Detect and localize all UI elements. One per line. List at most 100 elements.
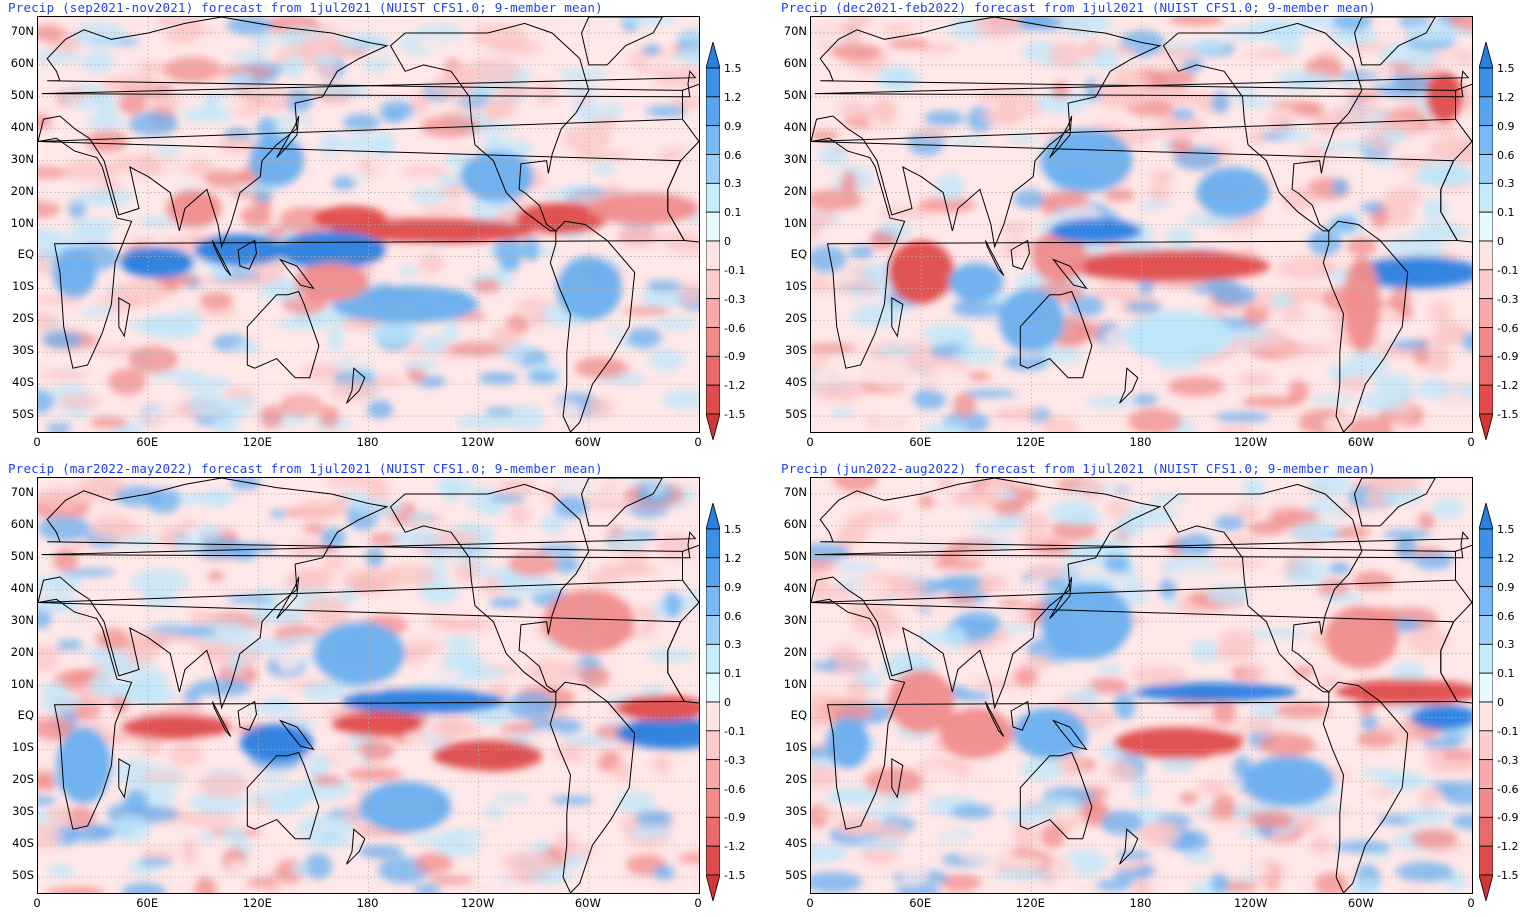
colorbar-extend-bottom xyxy=(705,874,721,903)
anomaly-patch xyxy=(177,519,199,530)
anomaly-patch xyxy=(389,56,413,82)
anomaly-patch xyxy=(101,75,161,94)
anomaly-patch xyxy=(1445,520,1472,539)
anomaly-patch xyxy=(1458,381,1472,400)
colorbar-segment xyxy=(1478,643,1494,674)
anomaly-patch xyxy=(89,416,129,429)
anomaly-patch xyxy=(1371,478,1422,493)
anomaly-patch xyxy=(1448,17,1472,32)
anomaly-patch xyxy=(631,116,677,129)
anomaly-band xyxy=(52,246,97,298)
coastlines xyxy=(811,17,1472,432)
anomaly-patch xyxy=(1346,417,1394,432)
lat-tick-label: 60N xyxy=(10,55,34,70)
anomaly-patch xyxy=(259,280,307,301)
anomaly-patch xyxy=(1182,57,1203,74)
panel-title: Precip (jun2022-aug2022) forecast from 1… xyxy=(781,461,1376,476)
anomaly-patch xyxy=(135,668,168,688)
anomaly-patch xyxy=(1258,732,1316,757)
coastline xyxy=(118,758,131,799)
anomaly-patch xyxy=(396,266,420,276)
anomaly-patch xyxy=(253,799,271,810)
anomaly-patch xyxy=(400,165,448,177)
anomaly-patch xyxy=(232,340,261,355)
anomaly-patch xyxy=(553,495,589,519)
anomaly-patch xyxy=(811,353,831,363)
lat-tick-label: 10S xyxy=(12,740,34,755)
anomaly-patch xyxy=(323,555,347,571)
anomaly-patch xyxy=(1410,829,1459,848)
colorbar-label: 0.3 xyxy=(1497,177,1515,191)
colorbar-label: -0.3 xyxy=(724,753,746,767)
colorbar-segment xyxy=(1478,327,1494,357)
anomaly-patch xyxy=(1265,111,1295,133)
anomaly-patch xyxy=(122,638,159,664)
colorbar-label: 1.5 xyxy=(724,523,742,536)
lon-tick-label: 120E xyxy=(1015,896,1045,910)
anomaly-patch xyxy=(367,399,394,420)
colorbar-segment xyxy=(705,96,721,127)
lon-tick-label: 180 xyxy=(1129,896,1152,910)
anomaly-patch xyxy=(228,651,245,675)
colorbar-segment xyxy=(1478,730,1494,761)
anomaly-patch xyxy=(961,389,1017,399)
anomaly-patch xyxy=(945,625,967,651)
anomaly-patch xyxy=(818,144,849,167)
colorbar-label: -0.1 xyxy=(724,263,746,277)
anomaly-patch xyxy=(534,80,559,105)
anomaly-patch xyxy=(939,574,984,589)
anomaly-patch xyxy=(1095,879,1133,891)
anomaly-patch xyxy=(890,539,940,568)
coastline xyxy=(1353,478,1436,527)
anomaly-patch xyxy=(1451,813,1472,830)
anomaly-band xyxy=(460,151,534,203)
colorbar-label: 0 xyxy=(724,235,731,248)
anomaly-patch xyxy=(1212,285,1257,306)
anomaly-band xyxy=(166,189,222,228)
anomaly-patch xyxy=(811,130,840,141)
anomaly-patch xyxy=(562,85,597,97)
anomaly-patch xyxy=(38,796,57,806)
anomaly-patch xyxy=(49,863,74,878)
anomaly-patch xyxy=(1018,17,1051,30)
lat-tick-label: 20N xyxy=(783,644,807,659)
lon-tick-label: 180 xyxy=(356,435,379,449)
lat-gridlines xyxy=(811,17,1472,432)
colorbar xyxy=(1478,501,1494,903)
anomaly-patch xyxy=(1062,513,1105,525)
map-canvas xyxy=(811,17,1472,432)
lat-tick-label: 20N xyxy=(10,644,34,659)
anomaly-patch xyxy=(620,222,657,247)
anomaly-patch xyxy=(1382,529,1432,540)
colorbar-segment xyxy=(1478,298,1494,328)
anomaly-patch xyxy=(304,852,333,880)
coastline xyxy=(549,220,636,432)
anomaly-patch xyxy=(551,556,580,574)
anomaly-patch xyxy=(621,17,678,27)
anomaly-patch xyxy=(399,663,428,677)
anomaly-patch xyxy=(369,151,411,179)
anomaly-patch xyxy=(240,204,272,229)
anomaly-patch xyxy=(217,137,263,155)
anomaly-patch xyxy=(662,125,694,151)
anomaly-patch xyxy=(1139,820,1181,848)
anomaly-patch xyxy=(1328,24,1378,46)
anomaly-patch xyxy=(285,401,323,411)
anomaly-patch xyxy=(955,154,981,174)
anomaly-patch xyxy=(38,516,92,542)
coastline xyxy=(1322,220,1409,432)
anomaly-patch xyxy=(284,573,331,591)
anomaly-patch xyxy=(124,788,148,814)
anomaly-patch xyxy=(955,493,985,506)
colorbar-label: 0.1 xyxy=(724,206,742,220)
anomaly-patch xyxy=(1414,168,1470,187)
anomaly-patch xyxy=(811,245,847,274)
anomaly-patch xyxy=(1132,877,1153,893)
anomaly-patch xyxy=(138,408,173,422)
anomaly-patch xyxy=(907,827,959,837)
anomaly-patch xyxy=(876,398,902,427)
colorbar-label: -1.2 xyxy=(1497,840,1519,854)
colorbar-label: -1.5 xyxy=(1497,869,1519,882)
anomaly-patch xyxy=(1212,700,1237,724)
anomaly-patch xyxy=(1189,613,1220,639)
